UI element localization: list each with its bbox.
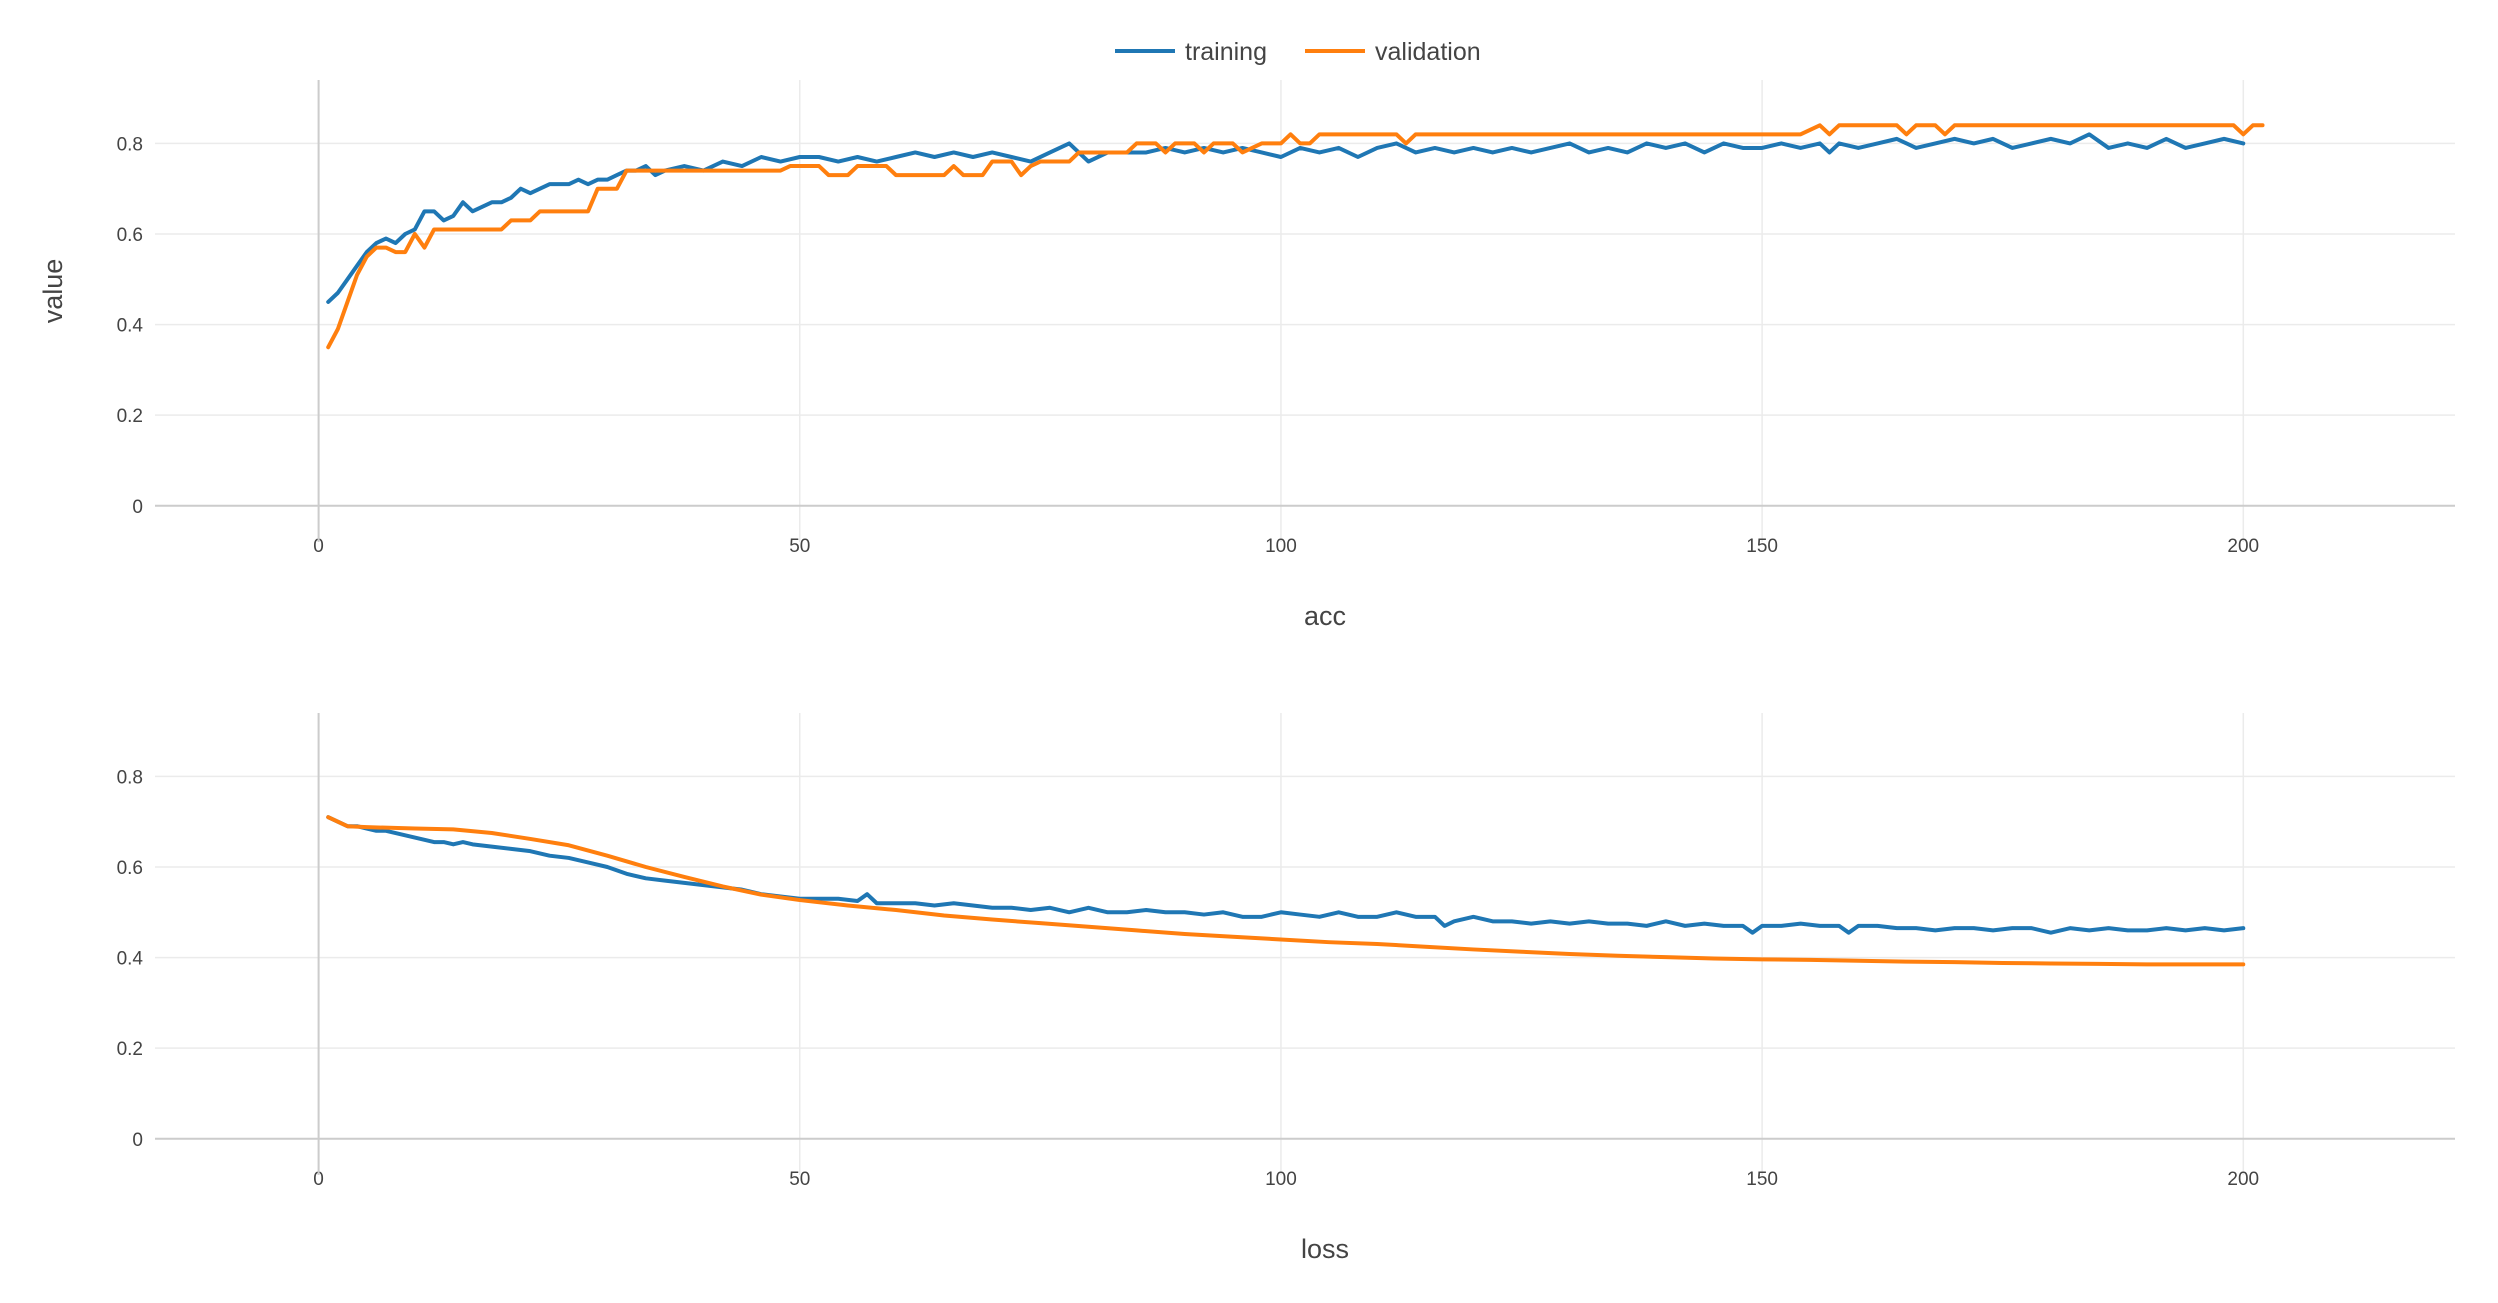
y-tick-label: 0.2 (117, 1039, 143, 1060)
y-tick-label: 0 (132, 1130, 143, 1151)
legend-label-training: training (1185, 38, 1267, 66)
y-axis-title: value (38, 259, 68, 324)
series-line-training (326, 815, 2246, 935)
legend-item-validation[interactable]: validation (1305, 38, 1481, 66)
y-tick-label: 0.6 (117, 225, 143, 246)
x-tick-label: 50 (789, 536, 810, 557)
x-tick-label: 100 (1265, 536, 1297, 557)
x-tick-label: 100 (1265, 1169, 1297, 1190)
y-tick-label: 0.8 (117, 767, 143, 788)
x-tick-label: 150 (1746, 1169, 1778, 1190)
x-axis-title: acc (1304, 601, 1346, 631)
x-tick-label: 0 (313, 1169, 324, 1190)
series-line-training (326, 132, 2246, 304)
y-tick-label: 0.4 (117, 316, 144, 337)
chart-panel-2: 0 0.2 0.4 0.6 0.8 0 50 100 150 200 loss (117, 713, 2455, 1264)
y-tick-label: 0.2 (117, 406, 143, 427)
legend-label-validation: validation (1375, 38, 1481, 66)
y-tick-label: 0.8 (117, 134, 143, 155)
legend: training validation (1115, 38, 1481, 66)
x-tick-label: 0 (313, 536, 324, 557)
x-tick-label: 150 (1746, 536, 1778, 557)
y-tick-label: 0 (132, 497, 143, 518)
y-tick-label: 0.4 (117, 949, 144, 970)
series-line-validation (326, 123, 2265, 350)
x-tick-label: 50 (789, 1169, 810, 1190)
legend-item-training[interactable]: training (1115, 38, 1267, 66)
x-tick-label: 200 (2227, 1169, 2259, 1190)
series-line-validation (326, 815, 2246, 967)
x-tick-label: 200 (2227, 536, 2259, 557)
y-tick-label: 0.6 (117, 858, 143, 879)
x-axis-title: loss (1301, 1234, 1349, 1264)
chart-panel-1: 0 0.2 0.4 0.6 0.8 0 50 100 150 200 acc value (38, 80, 2455, 631)
